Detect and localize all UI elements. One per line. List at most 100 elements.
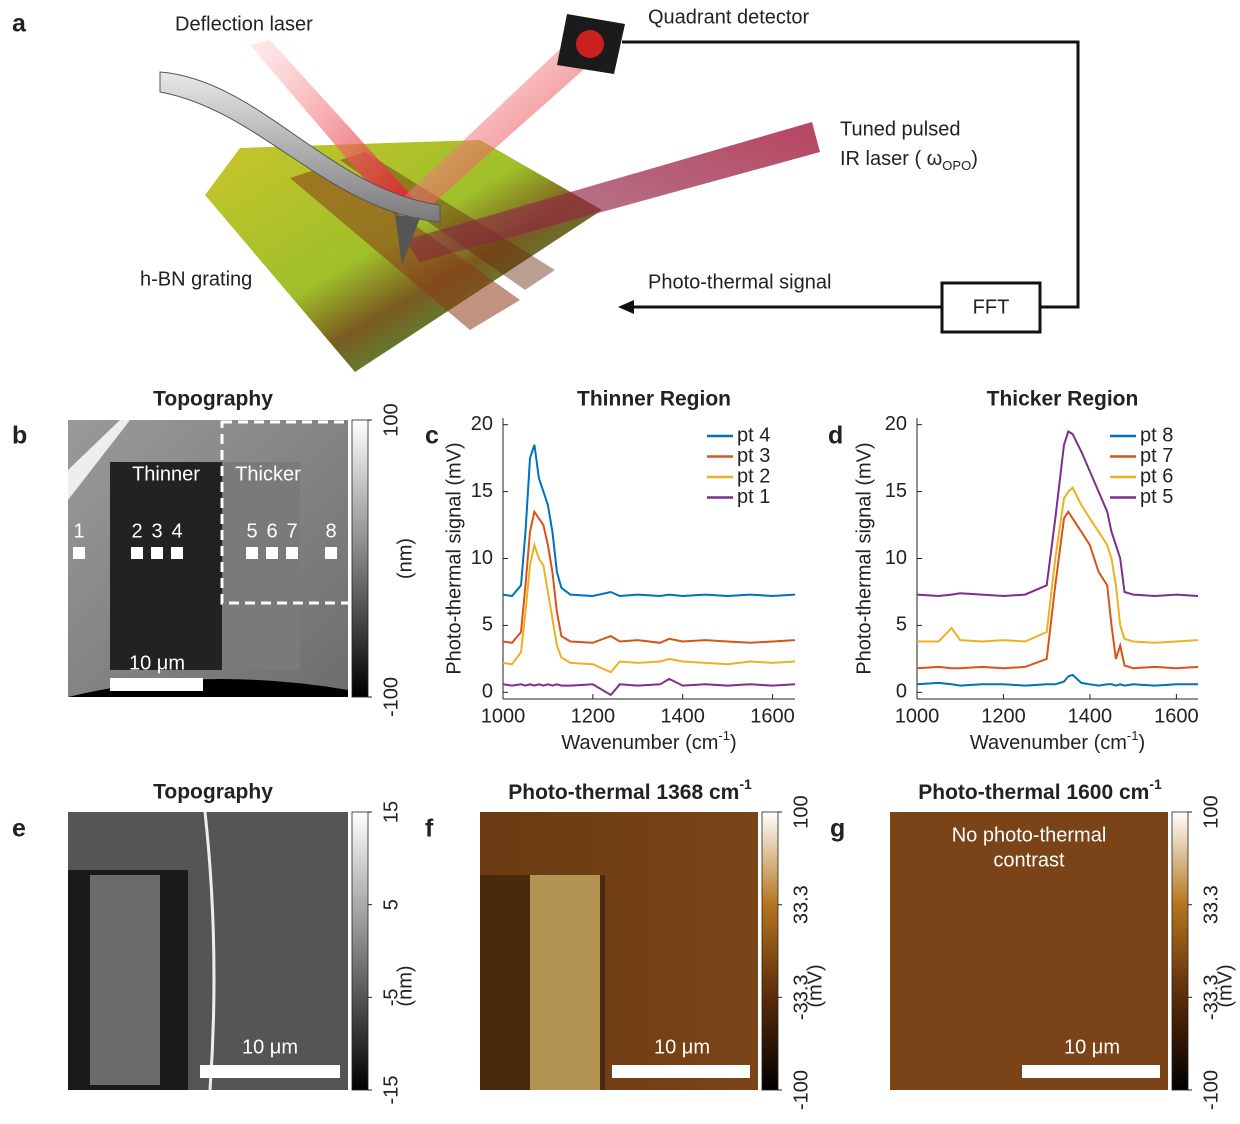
image-feature — [68, 679, 348, 697]
point-marker — [131, 547, 143, 559]
point-marker — [246, 547, 258, 559]
panel-letter: d — [828, 422, 843, 450]
point-marker — [325, 547, 337, 559]
reflected-beam — [395, 35, 600, 215]
text-part: ) — [730, 732, 737, 754]
data-line — [502, 444, 796, 598]
fft-box — [940, 281, 1042, 334]
panel-a: a Deflection laser Quadrant detector Tun… — [12, 6, 1080, 372]
x-tick-label: 1000 — [481, 705, 526, 727]
y-tick-label: 10 — [471, 547, 493, 569]
colorbar-tick-label: 5 — [380, 899, 402, 910]
label: Photo-thermal signal — [648, 271, 831, 293]
data-line — [916, 673, 1198, 687]
thinner-region — [110, 462, 222, 670]
text-part: Wavenumber (cm — [970, 732, 1127, 754]
data-line — [502, 509, 796, 644]
legend-label: pt 6 — [1140, 465, 1173, 487]
y-tick-label: 0 — [896, 681, 907, 703]
colorbar-tick-label: -15 — [380, 1076, 402, 1105]
colorbar-tick-label: 100 — [790, 795, 812, 828]
legend-label: pt 8 — [1140, 424, 1173, 446]
note: No photo-thermal — [952, 824, 1107, 846]
legend-label: pt 1 — [737, 486, 770, 508]
text-part: -1 — [739, 776, 752, 792]
image-feature — [68, 420, 130, 500]
y-tick-label: 20 — [885, 413, 907, 435]
photothermal-image — [890, 812, 1168, 1090]
label: Tuned pulsed — [840, 118, 960, 140]
panel-letter: g — [830, 815, 845, 843]
legend-label: pt 2 — [737, 465, 770, 487]
x-axis-label: Wavenumber (cm-1) — [561, 728, 736, 754]
point-marker — [171, 547, 183, 559]
colorbar-tick-label: -100 — [1200, 1070, 1222, 1110]
point-label: 3 — [151, 520, 162, 542]
x-axis-label: Wavenumber (cm-1) — [970, 728, 1145, 754]
colorbar — [351, 811, 369, 1091]
thicker-region — [222, 462, 300, 670]
panel-g: g Photo-thermal 1600 cm-1 No photo-therm… — [830, 776, 1168, 1090]
point-marker — [151, 547, 163, 559]
legend-label: pt 5 — [1140, 486, 1173, 508]
label: FFT — [973, 296, 1010, 318]
region-label: Thinner — [132, 463, 200, 485]
scale-label: 10 μm — [654, 1036, 710, 1058]
x-tick-label: 1200 — [981, 705, 1026, 727]
y-tick-label: 5 — [482, 614, 493, 636]
note: contrast — [993, 849, 1065, 871]
label: h-BN grating — [140, 268, 252, 290]
panel-title: Photo-thermal 1600 cm-1 — [918, 776, 1162, 804]
colorbar-tick-label: 100 — [1200, 795, 1222, 828]
text-part: -1 — [718, 728, 730, 743]
panel-letter: b — [12, 422, 27, 450]
legend-label: pt 3 — [737, 445, 770, 467]
laser-spot — [576, 30, 604, 58]
colorbar-tick-label: 33.3 — [790, 885, 812, 924]
panel-letter: a — [12, 10, 27, 38]
text-part: Wavenumber (cm — [561, 732, 718, 754]
text-part: ) — [971, 148, 978, 170]
point-label: 7 — [286, 520, 297, 542]
scale-bar — [110, 678, 203, 691]
colorbar-tick-label: -33.3 — [790, 974, 812, 1020]
panel-f: f Photo-thermal 1368 cm-1 10 μm — [425, 776, 758, 1090]
data-line — [917, 485, 1199, 644]
point-label: 1 — [73, 520, 84, 542]
point-marker — [266, 547, 278, 559]
colorbar — [1171, 811, 1189, 1091]
legend-label: pt 7 — [1140, 445, 1173, 467]
text-part: IR laser ( ω — [840, 148, 942, 170]
y-axis-label: Photo-thermal signal (mV) — [443, 442, 465, 674]
data-line — [502, 677, 796, 697]
x-tick-label: 1600 — [750, 705, 795, 727]
label: Deflection laser — [175, 13, 313, 35]
scale-label: 10 μm — [129, 652, 185, 674]
point-marker — [73, 547, 85, 559]
x-tick-label: 1400 — [660, 705, 705, 727]
colorbar-tick-label: -100 — [790, 1070, 812, 1110]
colorbar-tick-label: -33.3 — [1200, 974, 1222, 1020]
image-region — [90, 875, 160, 1085]
y-tick-label: 15 — [471, 480, 493, 502]
y-tick-label: 15 — [885, 480, 907, 502]
scale-bar — [1022, 1065, 1160, 1078]
scale-label: 10 μm — [1064, 1036, 1120, 1058]
text-part: ) — [1138, 732, 1145, 754]
text-part: -1 — [1149, 776, 1162, 792]
ir-beam — [405, 122, 820, 262]
y-tick-label: 10 — [885, 547, 907, 569]
point-label: 4 — [171, 520, 182, 542]
colorbar-tick-label: 100 — [380, 403, 402, 436]
legend-label: pt 4 — [737, 424, 770, 446]
region-label: Thicker — [235, 463, 301, 485]
point-marker — [286, 547, 298, 559]
image-region — [530, 875, 600, 1090]
point-label: 2 — [131, 520, 142, 542]
deflection-beam — [250, 40, 420, 215]
colorbar-tick-label: -100 — [380, 677, 402, 717]
image-feature — [203, 811, 216, 1091]
colorbar-tick-label: 15 — [380, 801, 402, 823]
